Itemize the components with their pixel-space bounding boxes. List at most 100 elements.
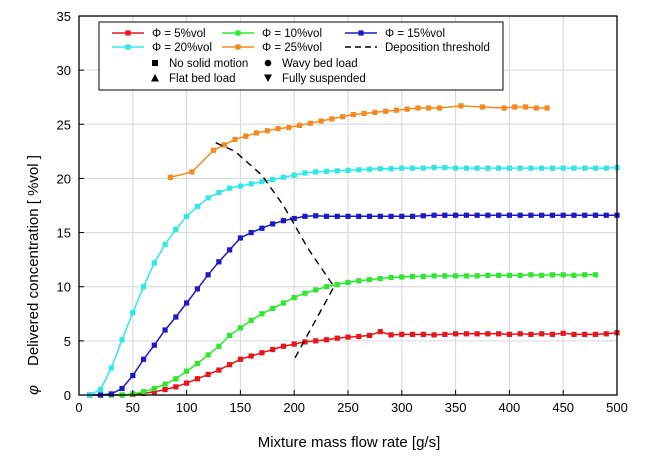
data-point: [528, 212, 534, 218]
data-point: [162, 241, 168, 248]
x-tick-label: 250: [337, 400, 359, 415]
data-point: [533, 105, 539, 111]
legend-entry: Φ = 20%vol: [112, 42, 212, 54]
data-point: [237, 183, 243, 189]
data-point: [194, 286, 200, 292]
data-point: [97, 386, 104, 393]
data-point: [442, 331, 448, 337]
data-point: [474, 331, 480, 337]
data-point: [356, 333, 362, 340]
data-point: [409, 273, 416, 280]
data-point: [463, 273, 469, 279]
data-point: [334, 335, 340, 341]
legend-label: Wavy bed load: [282, 58, 358, 70]
data-point: [366, 332, 373, 339]
data-point: [522, 104, 529, 110]
data-point: [140, 389, 147, 395]
data-point: [205, 272, 211, 278]
data-point: [426, 105, 432, 111]
legend-entry: Φ = 5%vol: [112, 28, 206, 40]
data-point: [544, 105, 550, 111]
x-tick-label: 50: [126, 400, 140, 415]
y-tick-label: 15: [57, 226, 71, 241]
data-point: [409, 213, 416, 219]
data-point: [539, 272, 545, 278]
data-point: [420, 273, 426, 280]
data-point: [227, 362, 233, 368]
data-point: [463, 165, 469, 171]
x-tick-label: 400: [499, 400, 521, 415]
data-point: [571, 212, 577, 218]
data-point: [184, 300, 190, 306]
data-point: [302, 339, 308, 345]
data-point: [463, 331, 469, 337]
data-point: [286, 124, 292, 131]
data-point: [571, 272, 577, 278]
legend-entry: Φ = 15%vol: [345, 28, 445, 40]
data-point: [173, 384, 179, 390]
data-point: [356, 167, 362, 173]
y-tick-label: 35: [57, 9, 71, 24]
legend-label: Flat bed load: [169, 73, 236, 85]
data-point: [517, 165, 523, 171]
x-tick-label: 100: [176, 400, 198, 415]
data-point: [253, 130, 260, 136]
data-point: [270, 221, 276, 227]
legend-marker: [235, 30, 241, 36]
legend-entry: Fully suspended: [264, 73, 366, 85]
data-point: [194, 203, 200, 210]
data-point: [496, 272, 502, 278]
y-axis-title: Delivered concentration [ %vol ]: [25, 155, 42, 366]
legend-marker: [125, 30, 131, 36]
data-point: [108, 365, 114, 371]
data-point: [356, 213, 362, 219]
data-point: [270, 305, 276, 311]
data-point: [560, 165, 566, 171]
data-point: [474, 165, 480, 171]
data-point: [474, 212, 480, 218]
data-point: [280, 218, 287, 224]
data-point: [388, 332, 394, 338]
data-point: [227, 247, 233, 253]
data-point: [431, 212, 437, 218]
y-ticks: 0 5 10 15 20 25 30 35: [57, 9, 84, 403]
data-point: [237, 356, 243, 362]
data-point: [291, 294, 297, 301]
y-axis-title-group: φ Delivered concentration [ %vol ]: [25, 155, 42, 395]
data-point: [340, 114, 346, 120]
data-point: [420, 213, 426, 219]
data-point: [399, 331, 405, 337]
series-line: [89, 214, 617, 396]
data-point: [189, 169, 195, 175]
x-tick-label: 450: [552, 400, 574, 415]
x-ticks: 0 50 100 150 200 250 300 350 400 450 500: [75, 390, 628, 415]
data-point: [130, 310, 136, 316]
series-5-vol: [87, 329, 620, 398]
data-point: [345, 167, 351, 173]
data-point: [194, 360, 200, 367]
data-point: [361, 110, 367, 117]
data-point: [237, 325, 243, 331]
data-point: [334, 168, 340, 174]
data-point: [506, 331, 512, 337]
data-point: [463, 212, 469, 218]
data-point: [388, 166, 394, 172]
data-point: [453, 212, 459, 218]
data-point: [237, 235, 243, 241]
data-point: [356, 278, 362, 284]
data-point: [512, 104, 518, 110]
data-point: [162, 386, 168, 393]
data-point: [582, 272, 588, 278]
data-point: [108, 391, 114, 397]
x-tick-label: 500: [606, 400, 628, 415]
data-point: [345, 279, 351, 285]
legend-marker-square: [152, 60, 158, 66]
data-point: [592, 272, 599, 278]
data-point: [571, 331, 577, 337]
series-15-vol: [87, 212, 620, 398]
data-point: [399, 213, 405, 219]
legend-marker-triangle-down: [264, 74, 272, 82]
data-point: [496, 165, 502, 171]
data-point: [221, 142, 227, 148]
data-point: [280, 343, 287, 349]
